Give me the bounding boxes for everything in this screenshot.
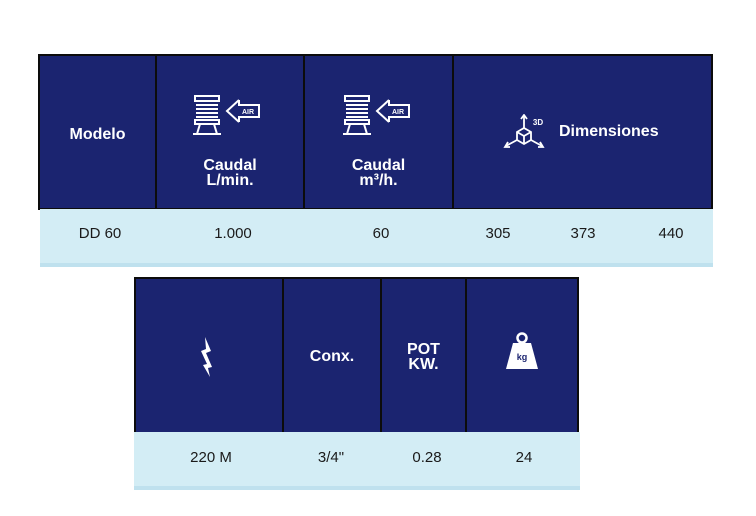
fan-air-intake-icon: AIR xyxy=(343,95,410,135)
header-dimensiones: 3D Dimensiones xyxy=(452,54,713,210)
weight-kg-icon: kg xyxy=(506,332,538,369)
header-dimensiones-label: Dimensiones xyxy=(559,123,659,140)
header-power xyxy=(134,277,284,434)
3d-text: 3D xyxy=(533,118,543,127)
value-pot: 0.28 xyxy=(412,449,442,466)
values-row-main: DD 60 1.000 60 305 373 440 xyxy=(40,209,713,267)
cube-3d-axes-icon: 3D xyxy=(503,114,545,148)
header-pot: POT KW. xyxy=(380,277,467,434)
header-conx-label: Conx. xyxy=(309,348,355,365)
header-conx: Conx. xyxy=(282,277,382,434)
header-modelo: Modelo xyxy=(38,54,157,210)
value-dim-2: 373 xyxy=(570,225,596,242)
value-power: 220 M xyxy=(190,449,232,466)
header-caudal-min-line2: L/min. xyxy=(206,172,254,189)
kg-text: kg xyxy=(517,352,528,362)
header-caudal-min-line1: Caudal xyxy=(203,157,257,174)
value-weight: 24 xyxy=(515,449,533,466)
value-caudal-min: 1.000 xyxy=(214,225,252,242)
fan-air-intake-icon: AIR xyxy=(193,95,260,135)
header-caudal-h: AIR Caudal m³/h. xyxy=(303,54,454,210)
header-pot-line2: KW. xyxy=(408,356,439,373)
value-modelo: DD 60 xyxy=(78,225,122,242)
value-dim-3: 440 xyxy=(658,225,684,242)
value-caudal-h: 60 xyxy=(372,225,390,242)
value-dim-1: 305 xyxy=(485,225,511,242)
header-caudal-min: AIR Caudal L/min. xyxy=(155,54,305,210)
values-row-electrical: 220 M 3/4" 0.28 24 xyxy=(134,432,580,490)
air-text: AIR xyxy=(242,109,254,116)
header-caudal-h-line1: Caudal xyxy=(351,157,406,174)
lightning-bolt-icon xyxy=(201,337,212,377)
header-pot-line1: POT xyxy=(407,341,440,358)
air-text: AIR xyxy=(392,109,404,116)
header-caudal-h-line2: m³/h. xyxy=(359,172,398,189)
header-modelo-label: Modelo xyxy=(69,126,126,143)
header-weight: kg xyxy=(465,277,579,434)
value-conx: 3/4" xyxy=(317,449,345,466)
